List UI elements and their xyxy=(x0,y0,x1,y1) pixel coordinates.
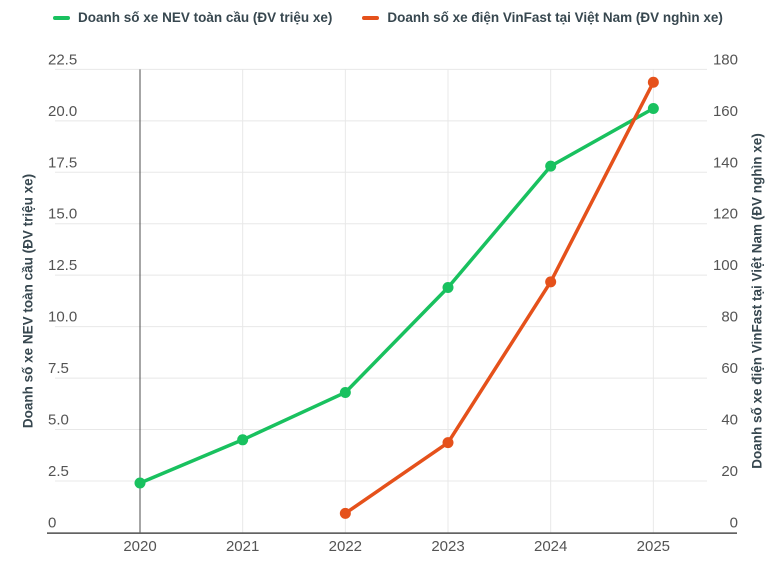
left-tick-label: 5.0 xyxy=(48,412,69,429)
left-tick-label: 2.5 xyxy=(48,463,69,480)
legend-item-label: Doanh số xe điện VinFast tại Việt Nam (Đ… xyxy=(387,10,723,25)
data-point[interactable] xyxy=(647,102,659,114)
data-point[interactable] xyxy=(339,386,351,398)
legend-item-0[interactable]: Doanh số xe NEV toàn cầu (ĐV triệu xe) xyxy=(53,10,332,25)
data-point[interactable] xyxy=(647,76,659,88)
legend-item-1[interactable]: Doanh số xe điện VinFast tại Việt Nam (Đ… xyxy=(362,10,723,25)
legend-swatch xyxy=(362,15,380,20)
legend-swatch xyxy=(53,15,71,20)
series-line-0 xyxy=(138,106,656,485)
left-tick-label: 0 xyxy=(48,514,56,531)
right-tick-label: 60 xyxy=(721,360,738,377)
x-tick-label: 2020 xyxy=(123,538,156,555)
legend-item-label: Doanh số xe NEV toàn cầu (ĐV triệu xe) xyxy=(78,10,333,25)
series-line-1 xyxy=(343,80,656,516)
right-tick-label: 100 xyxy=(713,257,738,274)
x-tick-label: 2022 xyxy=(329,538,362,555)
left-tick-label: 17.5 xyxy=(48,154,77,171)
right-tick-label: 80 xyxy=(721,309,738,326)
x-tick-label: 2024 xyxy=(534,538,567,555)
right-tick-label: 120 xyxy=(713,206,738,223)
data-point[interactable] xyxy=(237,434,249,446)
data-point[interactable] xyxy=(442,437,454,449)
data-point[interactable] xyxy=(545,276,557,288)
data-point[interactable] xyxy=(442,282,454,294)
left-tick-label: 10.0 xyxy=(48,309,77,326)
x-tick-label: 2021 xyxy=(226,538,259,555)
right-tick-label: 140 xyxy=(713,154,738,171)
x-tick-label: 2025 xyxy=(637,538,670,555)
data-point[interactable] xyxy=(545,160,557,172)
right-tick-label: 160 xyxy=(713,103,738,120)
left-tick-label: 15.0 xyxy=(48,206,77,223)
x-tick-label: 2023 xyxy=(431,538,464,555)
data-point[interactable] xyxy=(339,507,351,519)
left-tick-label: 12.5 xyxy=(48,257,77,274)
right-tick-label: 0 xyxy=(730,514,738,531)
left-tick-label: 7.5 xyxy=(48,360,69,377)
data-point[interactable] xyxy=(134,477,146,489)
left-tick-label: 22.5 xyxy=(48,51,77,68)
right-tick-label: 20 xyxy=(721,463,738,480)
right-tick-label: 40 xyxy=(721,412,738,429)
left-tick-label: 20.0 xyxy=(48,103,77,120)
right-tick-label: 180 xyxy=(713,51,738,68)
legend: Doanh số xe NEV toàn cầu (ĐV triệu xe) Do… xyxy=(0,10,776,25)
